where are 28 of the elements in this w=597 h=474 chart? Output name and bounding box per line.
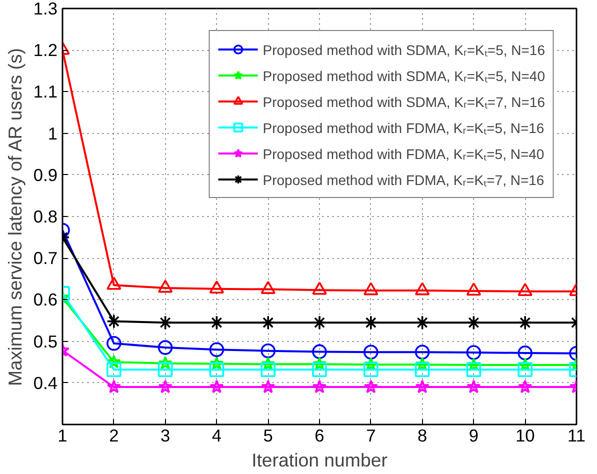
legend-label: Proposed method with SDMA, Kᵣ=Kₜ=5, N=16	[262, 40, 545, 58]
legend-label: Proposed method with SDMA, Kᵣ=Kₜ=5, N=40	[262, 66, 545, 84]
y-tick-label: 1.3	[33, 0, 58, 18]
legend-label: Proposed method with FDMA, Kᵣ=Kₜ=5, N=16	[262, 118, 544, 136]
y-tick-label: 0.5	[33, 331, 58, 352]
y-tick-label: 0.7	[33, 248, 58, 268]
legend-label: Proposed method with FDMA, Kᵣ=Kₜ=5, N=40	[262, 144, 544, 162]
x-tick-label: 11	[568, 426, 586, 446]
y-tick-label: 0.4	[33, 372, 58, 393]
x-tick-label: 7	[366, 426, 376, 446]
x-tick-label: 5	[263, 426, 273, 446]
y-axis-title: Maximum service latency of AR users (s)	[4, 48, 26, 386]
y-tick-label: 1.2	[33, 40, 58, 60]
y-tick-label: 1	[48, 123, 58, 144]
legend-label: Proposed method with SDMA, Kᵣ=Kₜ=7, N=16	[262, 92, 545, 110]
x-tick-label: 6	[314, 426, 324, 446]
x-tick-label: 3	[160, 426, 170, 446]
y-tick-label: 0.8	[33, 206, 58, 226]
x-tick-label: 2	[109, 426, 119, 446]
x-tick-label: 4	[212, 426, 222, 446]
y-tick-label: 0.9	[33, 164, 58, 185]
x-tick-label: 9	[468, 426, 479, 446]
legend-label: Proposed method with FDMA, Kᵣ=Kₜ=7, N=16	[262, 170, 544, 188]
x-tick-label: 8	[417, 426, 428, 446]
x-tick-label: 10	[515, 426, 535, 446]
x-axis-title: Iteration number	[252, 450, 388, 470]
y-tick-label: 0.6	[33, 290, 58, 310]
y-tick-label: 1.1	[33, 82, 58, 102]
